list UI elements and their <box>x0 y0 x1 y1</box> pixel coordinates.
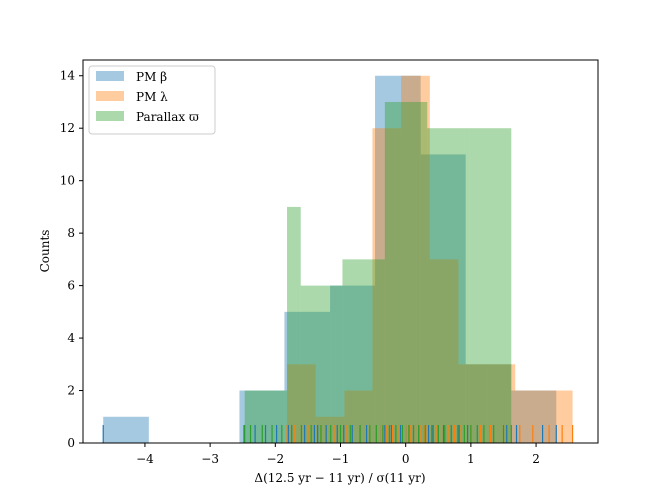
y-tick-label: 6 <box>67 279 75 293</box>
histogram-bar <box>300 285 343 443</box>
histogram-bar <box>287 206 301 443</box>
y-tick-label: 12 <box>60 121 75 135</box>
histogram-bar <box>103 416 149 443</box>
legend-entry: PM λ <box>136 90 168 104</box>
x-tick-label: 0 <box>402 452 410 466</box>
x-tick-label: 2 <box>532 452 540 466</box>
y-tick-label: 0 <box>67 436 75 450</box>
histogram-bar <box>420 154 466 443</box>
histogram-bar <box>375 75 421 444</box>
rug-layer <box>102 425 574 443</box>
y-axis-ticks: 0 2 4 6 8 10 12 14 <box>60 69 83 450</box>
histogram-bar <box>469 128 512 443</box>
x-tick-label: −1 <box>332 452 350 466</box>
histogram-bar <box>487 364 516 443</box>
histogram-bar <box>543 390 573 443</box>
legend-swatch <box>96 111 124 121</box>
histogram-bar <box>284 311 331 443</box>
histogram-bar <box>330 285 376 443</box>
x-axis-ticks: −4 −3 −2 −1 0 1 2 <box>136 443 540 466</box>
x-tick-label: −4 <box>136 452 154 466</box>
histogram-bar <box>458 364 488 443</box>
histogram-bar <box>401 75 430 444</box>
y-tick-label: 8 <box>67 226 75 240</box>
y-axis-label: Counts <box>38 230 52 273</box>
x-tick-label: −3 <box>201 452 219 466</box>
legend: PM β PM λ Parallax ϖ <box>88 65 216 135</box>
y-tick-label: 10 <box>60 174 75 188</box>
x-axis-label: Δ(12.5 yr − 11 yr) / σ(11 yr) <box>254 471 425 485</box>
legend-swatch <box>96 71 124 81</box>
histogram-bar <box>384 101 428 444</box>
histogram-bar <box>429 259 459 443</box>
histogram-bar <box>342 259 385 443</box>
x-tick-label: −2 <box>266 452 284 466</box>
legend-entry: PM β <box>136 70 167 84</box>
x-tick-label: 1 <box>467 452 475 466</box>
y-tick-label: 2 <box>67 384 75 398</box>
histogram-bar <box>372 128 402 443</box>
legend-entry: Parallax ϖ <box>136 110 199 124</box>
y-tick-label: 4 <box>67 331 75 345</box>
legend-swatch <box>96 91 124 101</box>
histogram-bar <box>427 128 470 443</box>
histogram-bar <box>344 390 373 443</box>
legend-frame <box>88 65 216 135</box>
bars-layer <box>103 75 573 444</box>
y-tick-label: 14 <box>60 69 76 83</box>
